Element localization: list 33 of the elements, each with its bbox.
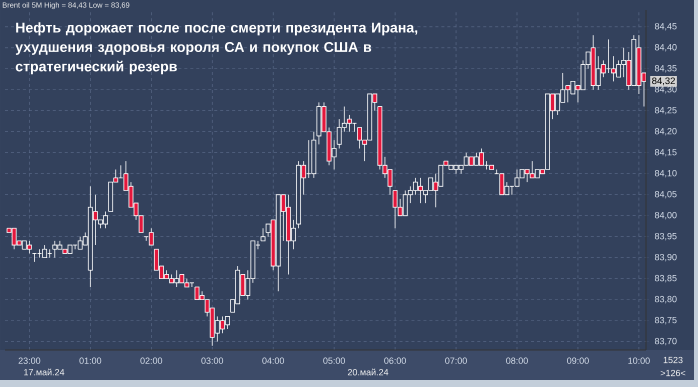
- text: 84,32: [652, 77, 675, 86]
- y-tick-label: 84,10: [654, 170, 677, 178]
- x-tick-label: 07:00: [445, 358, 467, 364]
- y-tick-label: 84,15: [654, 149, 677, 156]
- y-tick-label: 84,20: [654, 128, 677, 136]
- y-tick-label: 83,85: [654, 274, 677, 282]
- y-tick-label: 84,45: [654, 23, 677, 30]
- x-tick-label: 01:00: [79, 358, 102, 364]
- y-tick-label: 84,40: [654, 44, 677, 52]
- x-tick-label: 10:00: [628, 358, 650, 364]
- y-tick-label: 83,80: [654, 296, 677, 304]
- y-tick-label: 84,05: [654, 190, 677, 198]
- text: 17.май.24: [24, 368, 64, 376]
- y-tick-label: 83,95: [654, 232, 677, 240]
- text: 1523: [664, 356, 683, 364]
- x-tick-label: 02:00: [140, 358, 162, 364]
- x-tick-label: 06:00: [384, 358, 406, 364]
- x-tick-label: 23:00: [18, 358, 40, 364]
- y-tick-label: 83,70: [654, 338, 677, 346]
- text: >126<: [660, 370, 686, 376]
- x-tick-label: 05:00: [323, 358, 346, 364]
- x-tick-label: 04:00: [262, 358, 284, 364]
- text: 20.май.24: [348, 368, 388, 376]
- y-tick-label: 83,75: [654, 316, 677, 324]
- y-tick-label: 83,90: [654, 254, 677, 262]
- x-tick-label: 03:00: [201, 358, 224, 364]
- y-tick-label: 84,25: [654, 107, 677, 114]
- candlestick: [260, 228, 266, 242]
- y-tick-label: 84,35: [654, 65, 677, 72]
- y-tick-label: 84,00: [654, 212, 677, 220]
- text: Нефть дорожает после после смерти президента Ирана, ухудшения здоровья короля СА и покупок США в стратегический резерв: [15, 22, 418, 74]
- x-tick-label: 09:00: [567, 358, 589, 364]
- x-tick-label: 08:00: [506, 358, 528, 364]
